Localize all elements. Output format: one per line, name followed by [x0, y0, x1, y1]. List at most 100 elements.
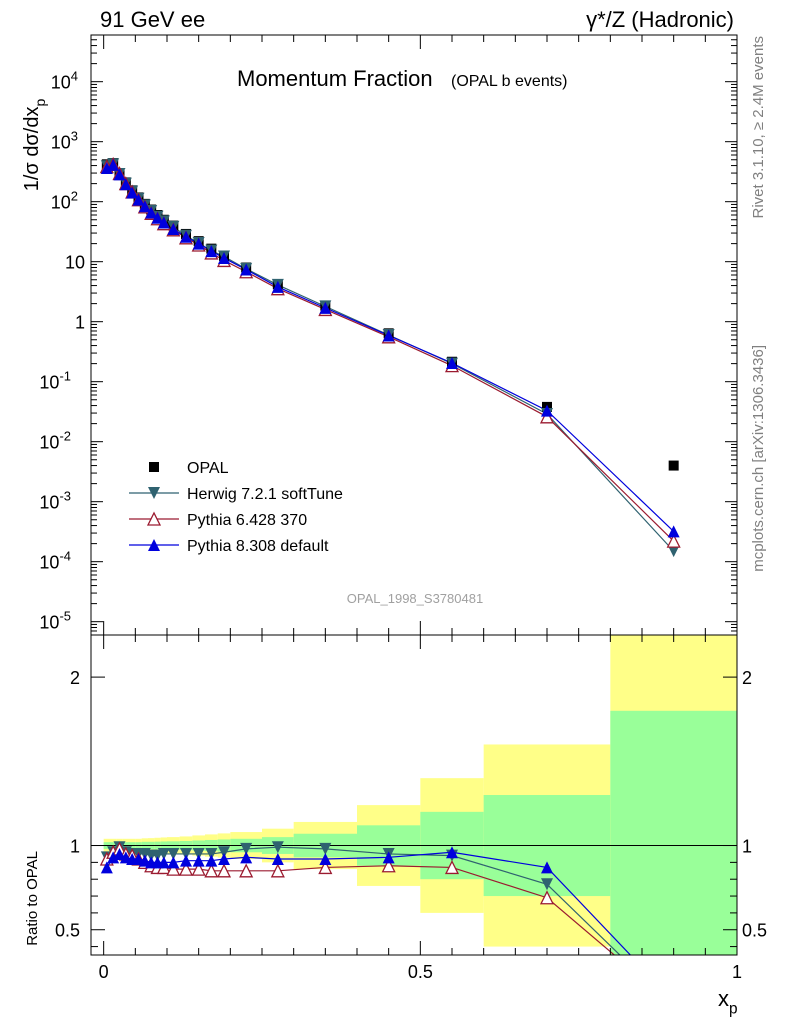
ratio-y-tick-label-right: 2 [742, 668, 752, 688]
ratio-data-point [180, 854, 192, 867]
main-plot-panel: 10-5 10-4 10-3 10-2 10-1 1 10 102 103 104 Momentu… [21, 34, 738, 636]
ratio-data-point [166, 861, 181, 876]
main-axis-ticks: 10-5 10-4 10-3 10-2 10-1 1 10 102 103 104 [39, 34, 738, 636]
data-point [113, 168, 126, 181]
mcplots-label: mcplots.cern.ch [arXiv:1306.3436] [750, 345, 767, 572]
y-tick-label: 10-4 [39, 549, 71, 573]
ratio-data-point [444, 859, 460, 875]
x-tick-label: 1 [732, 962, 742, 982]
ratio-y-tick-label: 2 [70, 668, 80, 688]
ratio-y-tick-label-right: 0.5 [742, 921, 767, 941]
ratio-data-point [191, 861, 206, 876]
data-point [157, 216, 170, 229]
data-point [218, 252, 230, 265]
ratio-y-tick-label: 1 [70, 837, 80, 857]
legend-label: Pythia 6.428 370 [187, 512, 307, 529]
ratio-series-group [99, 841, 632, 955]
data-point [240, 263, 253, 276]
ratio-data-point [539, 890, 555, 905]
ratio-data-point [218, 853, 230, 865]
data-point [271, 280, 284, 293]
ratio-data-point [319, 842, 332, 855]
ratio-y-axis-label: Ratio to OPAL [24, 851, 41, 946]
ratio-data-point [178, 861, 194, 876]
data-point [666, 533, 681, 548]
ratio-data-point [204, 863, 219, 878]
y-tick-label: 10-2 [39, 429, 71, 453]
data-point [138, 200, 151, 213]
ratio-data-point [167, 856, 180, 869]
ratio-data-point [239, 863, 254, 878]
ratio-y-tick-label-right: 1 [742, 837, 752, 857]
band-1sigma [610, 710, 737, 955]
y-tick-label: 103 [51, 129, 78, 153]
main-y-axis-label-text: 1/σ dσ/dxp [21, 99, 48, 192]
data-point [167, 223, 180, 236]
main-series-group [99, 156, 681, 558]
ratio-data-point [218, 846, 230, 859]
ratio-data-point [157, 847, 170, 860]
ratio-data-point [113, 847, 126, 860]
data-point [151, 211, 164, 224]
series-line [106, 163, 675, 542]
ratio-data-point [382, 851, 395, 864]
x-axis-label-text: xp [718, 986, 738, 1018]
ratio-data-point [318, 859, 333, 875]
ratio-data-point [107, 851, 120, 864]
x-tick-label: 0.5 [408, 962, 433, 982]
ratio-data-point [167, 847, 180, 860]
y-tick-label: 10-1 [39, 369, 71, 393]
ratio-y-tick-label: 0.5 [55, 921, 80, 941]
y-tick-label: 104 [51, 69, 78, 93]
header-right: γ*/Z (Hadronic) [586, 7, 734, 32]
data-point [126, 186, 139, 199]
ratio-data-point [240, 842, 253, 855]
ratio-data-point [205, 847, 218, 860]
ratio-data-point [192, 847, 205, 860]
y-tick-label: 102 [51, 189, 78, 213]
data-point [107, 158, 120, 171]
legend-marker [149, 462, 159, 472]
x-axis-label: xp [718, 986, 738, 1018]
rivet-label: Rivet 3.1.10, ≥ 2.4M events [750, 36, 767, 219]
main-y-axis-label: 1/σ dσ/dxp [21, 99, 48, 192]
data-point [319, 301, 332, 314]
header-left: 91 GeV ee [100, 7, 205, 32]
data-point [192, 237, 205, 250]
ratio-axis-ticks: 0.5 0.5 1 1 2 2 0 0.5 1 [55, 635, 767, 982]
y-tick-label: 10-3 [39, 489, 71, 513]
ratio-data-point [180, 847, 192, 860]
legend: OPAL Herwig 7.2.1 softTune Pythia 6.428 37… [129, 460, 343, 555]
legend-marker [148, 487, 160, 499]
x-tick-label: 0 [99, 962, 109, 982]
data-point [119, 178, 132, 191]
ratio-data-point [270, 863, 285, 878]
y-tick-label: 10-5 [39, 609, 71, 633]
ratio-data-point [240, 851, 253, 864]
ratio-data-point [157, 856, 170, 869]
legend-marker [148, 539, 160, 551]
main-subtitle: (OPAL b events) [451, 73, 568, 90]
data-point [382, 329, 395, 342]
ratio-data-point [271, 853, 284, 865]
ratio-data-point [192, 854, 205, 867]
main-title: Momentum Fraction [237, 66, 433, 91]
ratio-uncertainty-bands [103, 635, 737, 955]
ratio-plot-frame [90, 634, 738, 956]
ratio-data-point [541, 861, 553, 874]
data-point [539, 409, 555, 424]
ratio-data-point [205, 854, 218, 867]
ratio-data-point [100, 861, 113, 874]
data-point [145, 206, 158, 219]
data-point [100, 161, 113, 174]
data-point [180, 230, 192, 243]
ratio-data-point [541, 878, 553, 891]
y-tick-label: 1 [75, 313, 85, 333]
data-point [132, 193, 145, 206]
ratio-data-point [271, 841, 284, 854]
watermark: OPAL_1998_S3780481 [347, 591, 483, 606]
ratio-data-point [319, 853, 332, 865]
data-point-opal [668, 460, 679, 471]
legend-label: OPAL [187, 460, 229, 477]
